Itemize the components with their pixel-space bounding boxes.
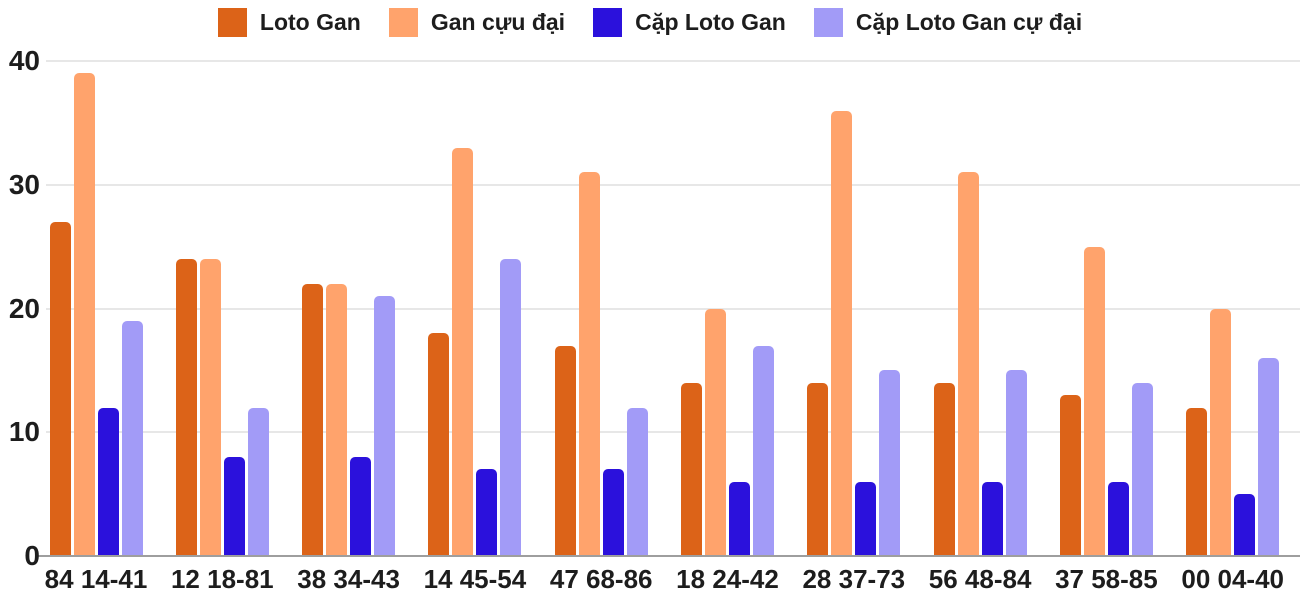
legend-item-2[interactable]: Cặp Loto Gan bbox=[593, 8, 786, 37]
bar-group-0 bbox=[49, 73, 143, 556]
bar-cặp-loto-gan-1[interactable] bbox=[223, 457, 245, 556]
bar-loto-gan-9[interactable] bbox=[1186, 407, 1208, 556]
x-axis-category-label: 38 34-43 bbox=[297, 564, 400, 594]
bar-gan-cựu-đại-9[interactable] bbox=[1210, 308, 1232, 556]
y-axis-tick-label: 30 bbox=[8, 168, 40, 200]
bar-cặp-loto-gan-cự-đại-3[interactable] bbox=[500, 259, 522, 556]
bar-group-5 bbox=[681, 308, 774, 556]
bar-cặp-loto-gan-3[interactable] bbox=[476, 469, 498, 556]
legend-item-label: Cặp Loto Gan cự đại bbox=[855, 9, 1083, 35]
legend-color-swatch bbox=[388, 8, 418, 37]
x-axis-category-label: 37 58-85 bbox=[1055, 564, 1158, 594]
bar-group-8 bbox=[1059, 246, 1153, 556]
bar-cặp-loto-gan-cự-đại-7[interactable] bbox=[1005, 370, 1027, 556]
bar-loto-gan-0[interactable] bbox=[49, 221, 71, 556]
bar-cặp-loto-gan-cự-đại-2[interactable] bbox=[374, 296, 396, 556]
x-axis-category-label: 18 24-42 bbox=[676, 564, 779, 594]
y-axis-tick-label: 20 bbox=[8, 292, 40, 324]
bar-loto-gan-1[interactable] bbox=[175, 259, 197, 556]
x-axis-category-label: 47 68-86 bbox=[549, 564, 653, 594]
bar-cặp-loto-gan-8[interactable] bbox=[1107, 481, 1129, 556]
bar-cặp-loto-gan-cự-đại-1[interactable] bbox=[247, 407, 269, 556]
x-axis-category-label: 84 14-41 bbox=[44, 564, 148, 594]
legend-item-label: Cặp Loto Gan bbox=[635, 9, 786, 35]
legend-item-1[interactable]: Gan cựu đại bbox=[388, 8, 566, 37]
y-axis-tick-label: 10 bbox=[8, 416, 40, 448]
bar-cặp-loto-gan-9[interactable] bbox=[1234, 494, 1256, 556]
x-axis-category-label: 00 04-40 bbox=[1181, 564, 1285, 594]
bar-gan-cựu-đại-4[interactable] bbox=[578, 172, 600, 556]
bar-loto-gan-7[interactable] bbox=[933, 382, 955, 556]
bar-loto-gan-5[interactable] bbox=[681, 382, 702, 556]
bar-cặp-loto-gan-cự-đại-9[interactable] bbox=[1258, 358, 1280, 556]
y-axis-tick-label: 40 bbox=[8, 45, 40, 76]
bar-group-9 bbox=[1186, 308, 1280, 556]
x-axis-line bbox=[36, 555, 1300, 557]
bar-gan-cựu-đại-2[interactable] bbox=[326, 283, 348, 556]
bar-loto-gan-3[interactable] bbox=[428, 333, 450, 556]
bar-cặp-loto-gan-5[interactable] bbox=[729, 481, 750, 556]
bar-gan-cựu-đại-5[interactable] bbox=[705, 308, 726, 556]
gridline-40 bbox=[46, 60, 1300, 62]
gridline-30 bbox=[46, 183, 1300, 186]
x-axis-category-label: 56 48-84 bbox=[928, 564, 1032, 594]
bar-gan-cựu-đại-0[interactable] bbox=[73, 73, 95, 556]
bar-cặp-loto-gan-2[interactable] bbox=[350, 457, 372, 556]
legend-item-label: Gan cựu đại bbox=[430, 9, 566, 35]
bar-group-6 bbox=[807, 110, 901, 556]
bar-loto-gan-2[interactable] bbox=[302, 283, 324, 556]
bar-gan-cựu-đại-3[interactable] bbox=[452, 147, 474, 556]
bar-group-3 bbox=[428, 147, 522, 556]
gridline-20 bbox=[46, 307, 1300, 310]
bar-gan-cựu-đại-6[interactable] bbox=[831, 110, 853, 556]
legend-color-swatch bbox=[593, 8, 623, 37]
bar-group-7 bbox=[933, 172, 1027, 556]
x-axis-category-label: 28 37-73 bbox=[802, 564, 906, 594]
x-axis-category-label: 14 45-54 bbox=[423, 564, 527, 594]
bar-cặp-loto-gan-cự-đại-5[interactable] bbox=[753, 345, 774, 556]
bar-cặp-loto-gan-7[interactable] bbox=[981, 481, 1003, 556]
bar-gan-cựu-đại-8[interactable] bbox=[1083, 246, 1105, 556]
bar-cặp-loto-gan-cự-đại-0[interactable] bbox=[121, 320, 143, 556]
chart-legend: Loto Gan Gan cựu đại Cặp Loto Gan Cặp Loto … bbox=[0, 8, 1300, 37]
bar-group-4 bbox=[554, 172, 648, 556]
gridline-10 bbox=[46, 431, 1300, 434]
bar-cặp-loto-gan-cự-đại-8[interactable] bbox=[1131, 382, 1153, 556]
legend-item-0[interactable]: Loto Gan bbox=[217, 8, 361, 37]
bar-cặp-loto-gan-6[interactable] bbox=[855, 481, 877, 556]
bar-cặp-loto-gan-cự-đại-6[interactable] bbox=[879, 370, 901, 556]
x-axis-category-label: 12 18-81 bbox=[170, 564, 274, 594]
bar-gan-cựu-đại-1[interactable] bbox=[199, 259, 221, 556]
legend-color-swatch bbox=[813, 8, 843, 37]
bar-cặp-loto-gan-0[interactable] bbox=[97, 407, 119, 556]
y-axis-tick-label: 0 bbox=[24, 540, 40, 571]
bar-group-1 bbox=[175, 259, 269, 556]
bar-gan-cựu-đại-7[interactable] bbox=[957, 172, 979, 556]
bar-loto-gan-8[interactable] bbox=[1059, 395, 1081, 556]
legend-color-swatch bbox=[217, 8, 247, 37]
legend-item-3[interactable]: Cặp Loto Gan cự đại bbox=[813, 8, 1083, 37]
bar-cặp-loto-gan-cự-đại-4[interactable] bbox=[626, 407, 648, 556]
bar-group-2 bbox=[302, 283, 396, 556]
bar-loto-gan-4[interactable] bbox=[554, 345, 576, 556]
bar-loto-gan-6[interactable] bbox=[807, 382, 829, 556]
bar-cặp-loto-gan-4[interactable] bbox=[602, 469, 624, 556]
legend-item-label: Loto Gan bbox=[259, 9, 361, 35]
